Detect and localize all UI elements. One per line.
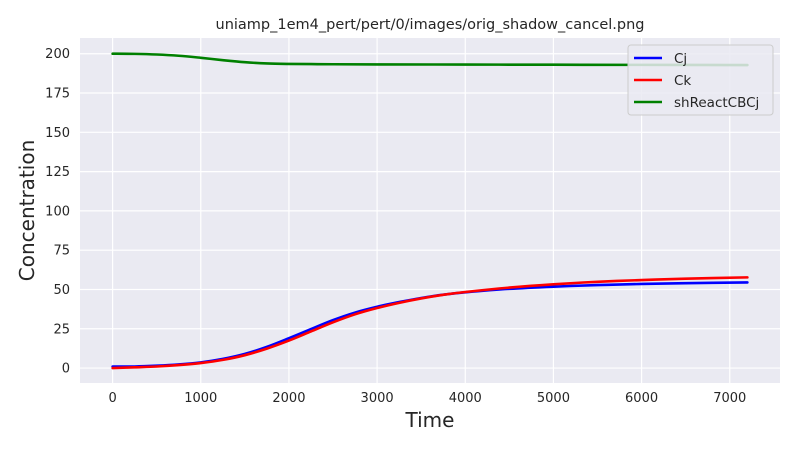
series-line-shreactcbcj (111, 52, 749, 67)
series-line-ck (111, 276, 749, 370)
y-tick-label: 25 (53, 322, 70, 337)
legend-box (627, 44, 774, 116)
y-tick-label: 150 (45, 126, 70, 141)
x-tick-label: 5000 (537, 391, 570, 406)
y-tick-label: 75 (53, 244, 70, 259)
series-layer (111, 52, 749, 370)
legend-label-cj: Cj (674, 51, 687, 67)
x-tick-label: 6000 (625, 391, 658, 406)
y-tick-label: 200 (45, 47, 70, 62)
legend: Cj Ck shReactCBCj (627, 44, 774, 116)
x-tick-label: 0 (108, 391, 116, 406)
y-tick-label: 100 (45, 204, 70, 219)
legend-label-ck: Ck (674, 73, 691, 89)
x-tick-label: 3000 (361, 391, 394, 406)
x-tick-label: 4000 (449, 391, 482, 406)
x-axis-title: Time (405, 408, 455, 432)
x-tick-label: 2000 (272, 391, 305, 406)
x-tick-label: 1000 (184, 391, 217, 406)
y-axis-title: Concentration (15, 140, 39, 281)
legend-label-shreactcbcj: shReactCBCj (674, 95, 759, 111)
y-tick-label: 0 (62, 362, 70, 377)
x-tick-label: 7000 (713, 391, 746, 406)
tick-labels: 0 1000 2000 3000 4000 5000 6000 7000 0 25 50 75 100 1… (45, 47, 746, 406)
y-tick-label: 50 (53, 283, 70, 298)
y-tick-label: 125 (45, 165, 70, 180)
chart-title: uniamp_1em4_pert/pert/0/images/orig_shad… (216, 17, 645, 33)
y-tick-label: 175 (45, 87, 70, 102)
